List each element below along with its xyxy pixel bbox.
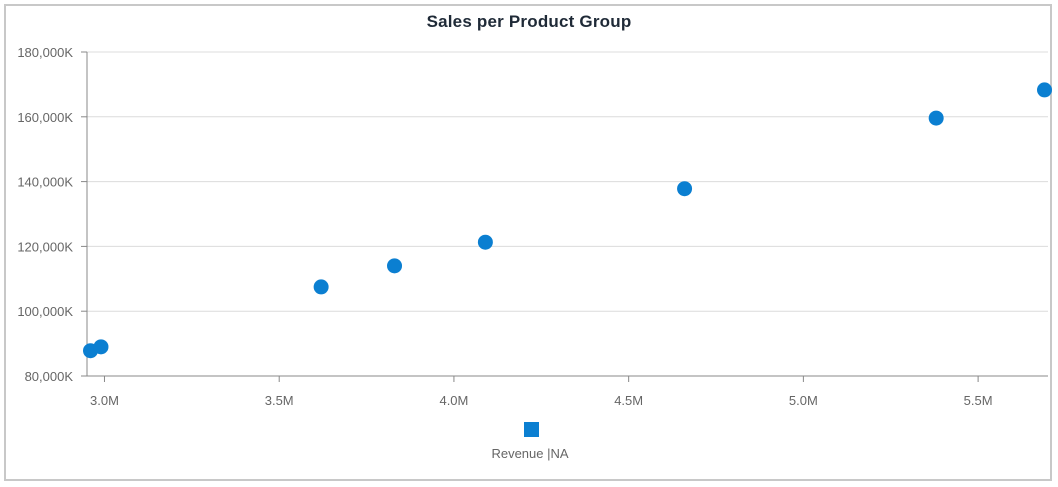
x-tick-label: 3.5M — [265, 393, 294, 408]
x-tick-label: 3.0M — [90, 393, 119, 408]
data-point[interactable] — [677, 181, 693, 197]
axes — [86, 52, 1048, 377]
data-point[interactable] — [313, 279, 329, 295]
x-axis-ticks: 3.0M 3.5M 4.0M 4.5M 5.0M 5.5M — [90, 376, 993, 408]
legend-swatch[interactable] — [524, 422, 539, 437]
data-point[interactable] — [387, 258, 403, 274]
data-point[interactable] — [1037, 82, 1053, 98]
y-tick-label: 80,000K — [25, 369, 74, 384]
data-point[interactable] — [93, 339, 109, 355]
x-tick-label: 5.0M — [789, 393, 818, 408]
data-point[interactable] — [928, 110, 944, 126]
y-tick-label: 180,000K — [17, 45, 73, 60]
legend-label[interactable]: Revenue |NA — [491, 446, 569, 461]
data-points — [82, 82, 1053, 359]
y-tick-label: 120,000K — [17, 239, 73, 254]
data-point[interactable] — [477, 234, 493, 250]
y-axis-ticks: 80,000K 100,000K 120,000K 140,000K 160,000K 1… — [17, 45, 87, 384]
grid-lines — [87, 51, 1048, 312]
y-tick-label: 140,000K — [17, 175, 73, 190]
x-tick-label: 4.5M — [614, 393, 643, 408]
x-tick-label: 5.5M — [964, 393, 993, 408]
chart-frame — [4, 4, 1052, 481]
y-tick-label: 100,000K — [17, 304, 73, 319]
chart-title: Sales per Product Group — [426, 12, 632, 31]
x-tick-label: 4.0M — [439, 393, 468, 408]
y-tick-label: 160,000K — [17, 110, 73, 125]
